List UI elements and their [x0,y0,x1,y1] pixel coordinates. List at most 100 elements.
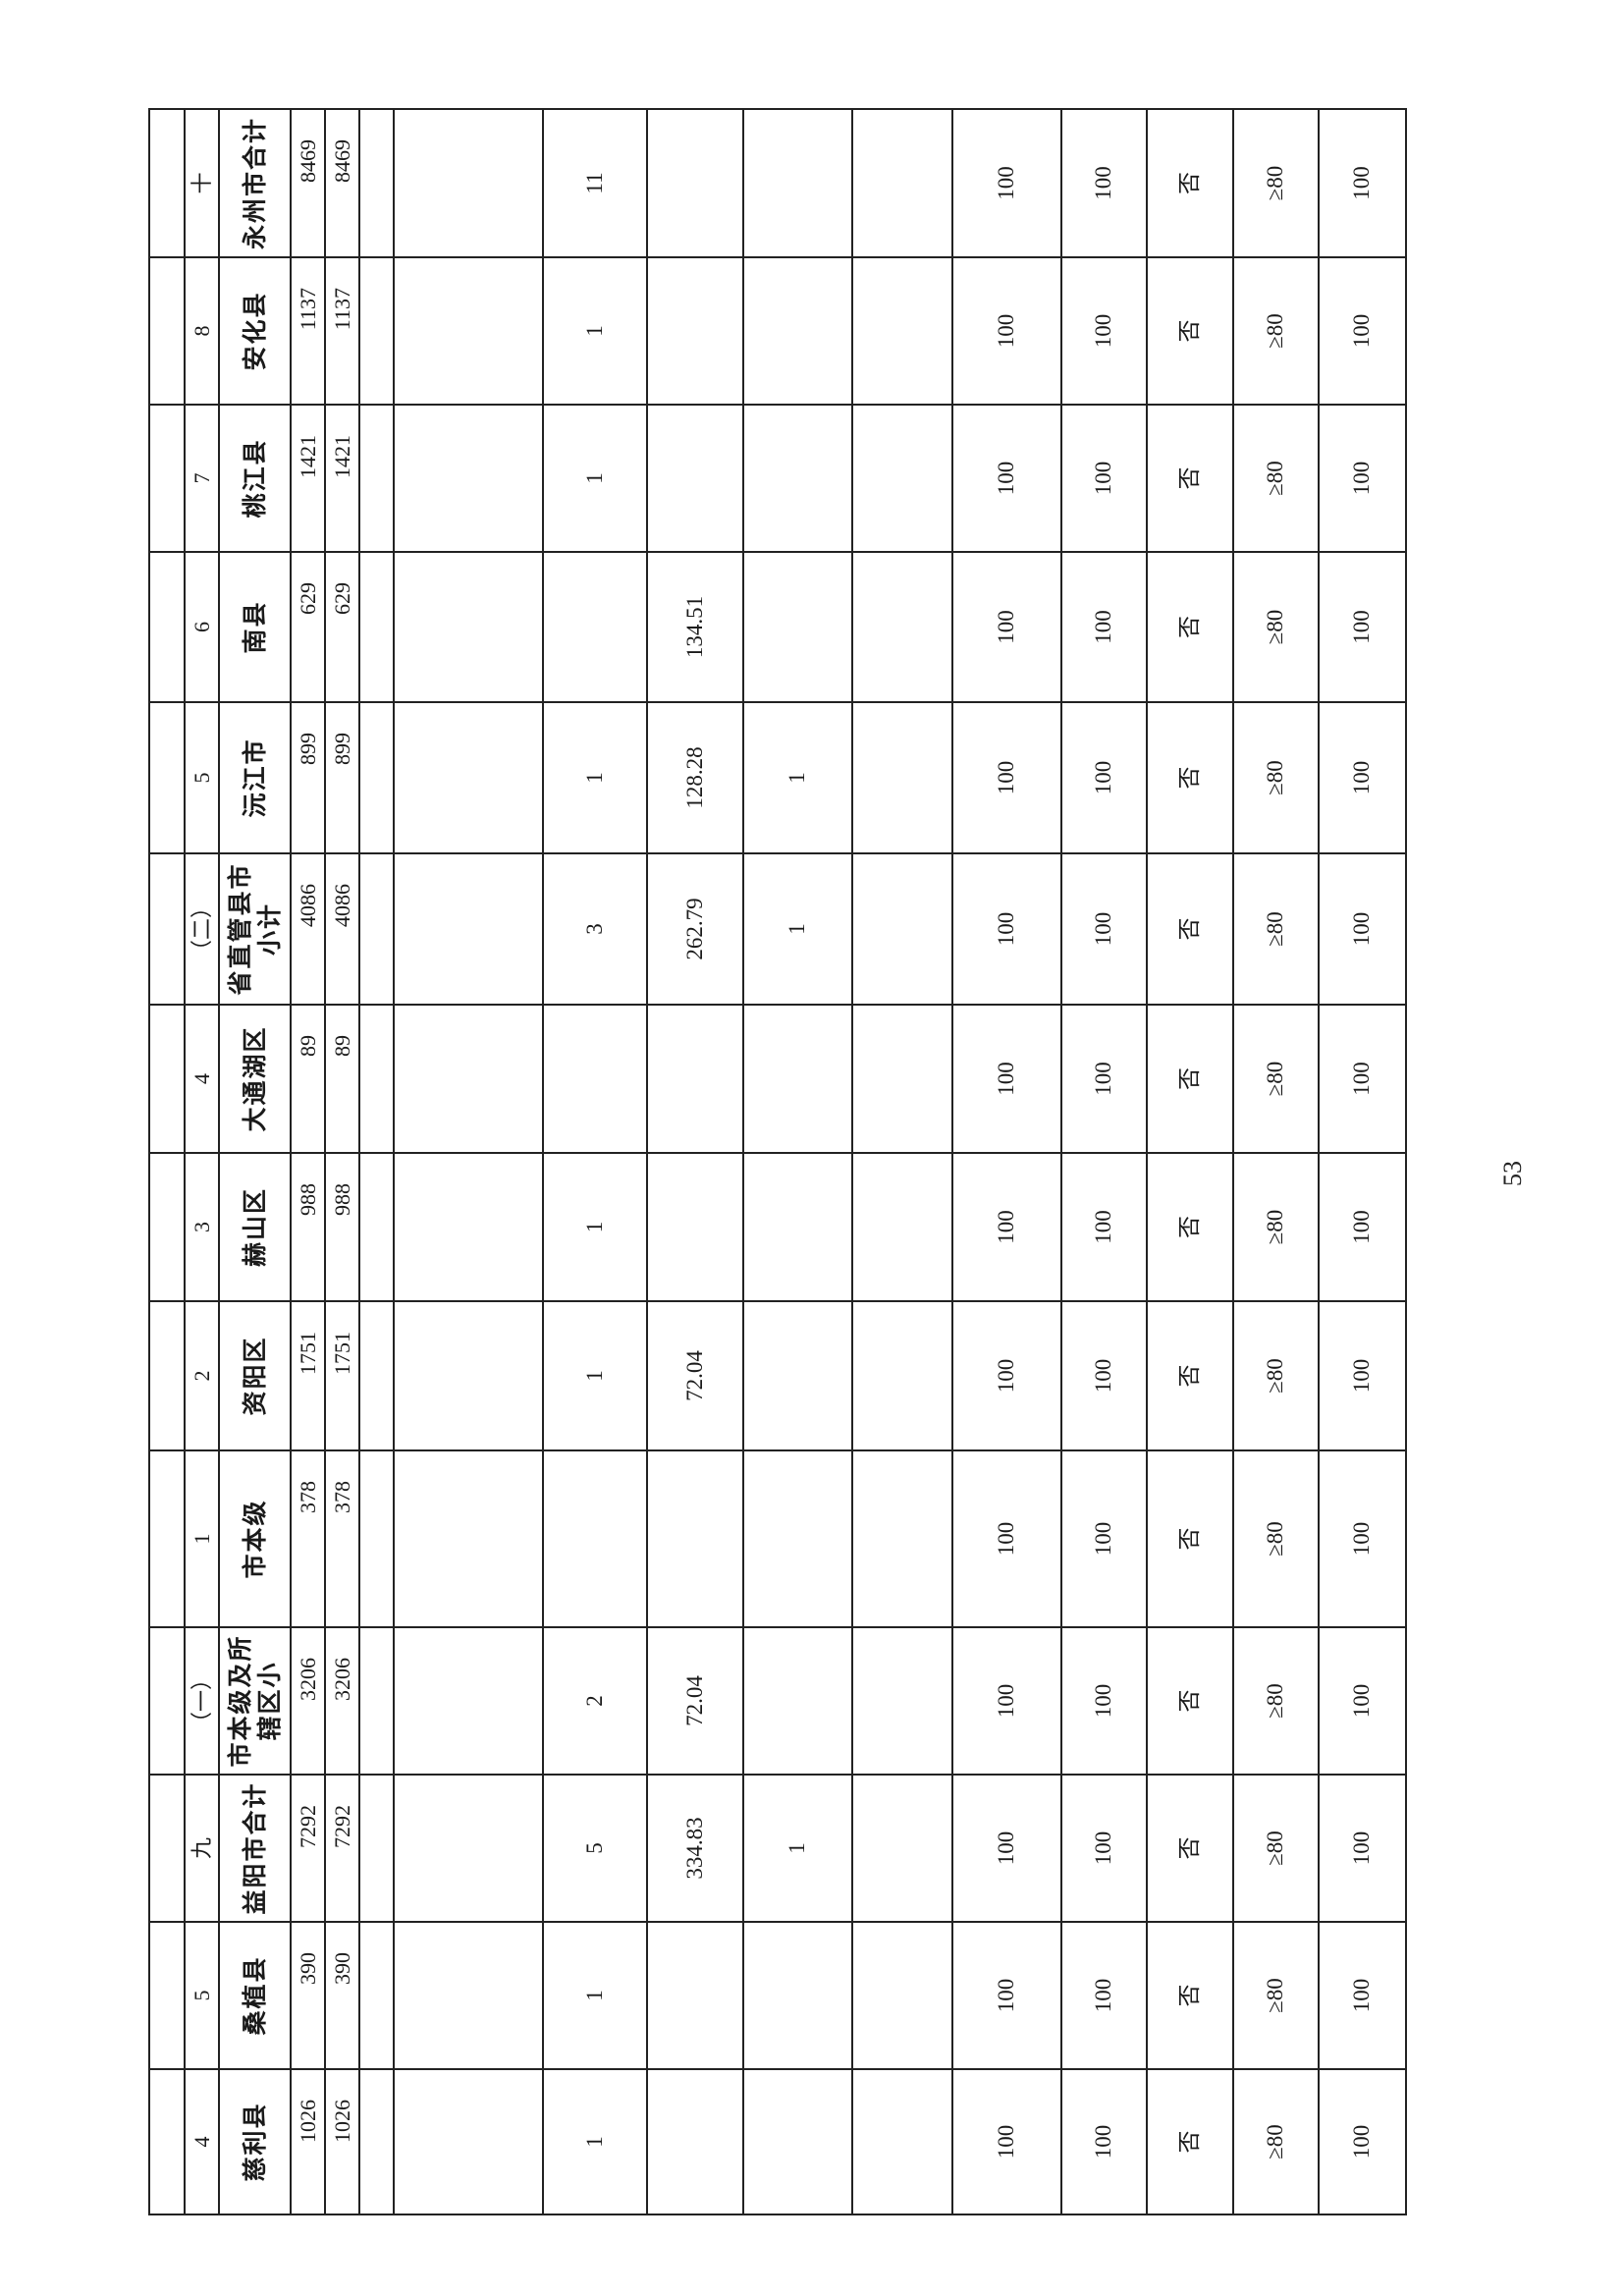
blank-row-2 [394,109,543,2214]
cell-value-a: 4086 [291,853,325,1005]
cell-value-b: 1421 [325,405,359,552]
cell-yes-no: 否 [1147,1005,1233,1153]
cell-pct-a: 100 [952,853,1061,1005]
cell-pct-a: 100 [952,1301,1061,1450]
cell-flag-count: 1 [743,853,852,1005]
cell-value-a: 988 [291,1153,325,1301]
cell-value-b: 390 [325,1922,359,2069]
cell-amount [647,257,743,405]
cell-amount [647,1005,743,1153]
cell-amount: 262.79 [647,853,743,1005]
cell-pct-a: 100 [952,1922,1061,2069]
cell-flag-count [743,1450,852,1627]
cell-count [543,552,647,702]
cell-amount [647,2069,743,2214]
pct-row-c: 100 100 100 100 100 100 100 100 100 100 100 100 100 1… [1319,109,1406,2214]
cell-count: 1 [543,257,647,405]
empty-cell [394,257,543,405]
empty-cell [359,257,394,405]
cell-pct-a: 100 [952,109,1061,257]
cell-flag-count: 1 [743,702,852,853]
cell-yes-no: 否 [1147,2069,1233,2214]
cell-pct-b: 100 [1061,1005,1147,1153]
cell-yes-no: 否 [1147,1627,1233,1775]
cell-pct-a: 100 [952,1005,1061,1153]
cell-flag-count [743,2069,852,2214]
index-row: 4 5 九（一） 1 2 3 4 （二） 5 6 7 8 十 [185,109,219,2214]
cell-pct-b: 100 [1061,552,1147,702]
empty-cell [852,1005,952,1153]
cell-pct-b: 100 [1061,1450,1147,1627]
cell-index: 8 [185,257,219,405]
amount-row: 334.83 72.04 72.04 262.79 128.28 134.51 [647,109,743,2214]
blank-row-3 [852,109,952,2214]
cell-index: 5 [185,702,219,853]
cell-amount [647,1450,743,1627]
cell-count: 1 [543,1922,647,2069]
empty-cell [852,1450,952,1627]
cell-threshold: ≥80 [1233,2069,1319,2214]
cell-amount [647,109,743,257]
cell-amount [647,1922,743,2069]
cell-count: 2 [543,1627,647,1775]
cell-value-b: 7292 [325,1775,359,1922]
empty-cell [359,1775,394,1922]
empty-cell [852,405,952,552]
cell-count [543,1005,647,1153]
cell-value-a: 89 [291,1005,325,1153]
pct-row-b: 100 100 100 100 100 100 100 100 100 100 100 100 100 1… [1061,109,1147,2214]
rotated-table-region: 4 5 九（一） 1 2 3 4 （二） 5 6 7 8 十慈利县 桑植县 益阳市合计 市本级及所辖区小 市本级… [148,109,1406,2215]
empty-cell [149,1627,185,1775]
cell-threshold: ≥80 [1233,1153,1319,1301]
empty-cell [394,1450,543,1627]
cell-name: 益阳市合计 [219,1775,291,1922]
empty-cell [852,257,952,405]
cell-value-b: 89 [325,1005,359,1153]
empty-cell [149,2069,185,2214]
cell-threshold: ≥80 [1233,1301,1319,1450]
empty-cell [394,109,543,257]
cell-pct-a: 100 [952,552,1061,702]
cell-pct-c: 100 [1319,1775,1406,1922]
cell-value-b: 1137 [325,257,359,405]
empty-cell [149,1153,185,1301]
cell-index: 4 [185,1005,219,1153]
cell-pct-b: 100 [1061,1301,1147,1450]
cell-flag-count [743,109,852,257]
cell-pct-c: 100 [1319,1450,1406,1627]
cell-index: （一） [185,1627,219,1775]
empty-cell [149,1005,185,1153]
cell-value-b: 988 [325,1153,359,1301]
cell-pct-b: 100 [1061,405,1147,552]
empty-cell [359,702,394,853]
cell-flag-count [743,1301,852,1450]
empty-cell [852,1775,952,1922]
empty-cell [359,109,394,257]
empty-cell [149,1922,185,2069]
cell-pct-b: 100 [1061,1922,1147,2069]
empty-cell [394,1922,543,2069]
cell-value-b: 8469 [325,109,359,257]
cell-flag-count: 1 [743,1775,852,1922]
cell-yes-no: 否 [1147,109,1233,257]
cell-value-a: 7292 [291,1775,325,1922]
cell-index: 7 [185,405,219,552]
cell-value-b: 629 [325,552,359,702]
empty-cell [394,702,543,853]
cell-pct-c: 100 [1319,109,1406,257]
cell-value-a: 629 [291,552,325,702]
cell-yes-no: 否 [1147,853,1233,1005]
empty-cell [394,2069,543,2214]
cell-pct-b: 100 [1061,1153,1147,1301]
cell-yes-no: 否 [1147,1153,1233,1301]
empty-cell [359,552,394,702]
empty-cell [394,1775,543,1922]
cell-threshold: ≥80 [1233,702,1319,853]
cell-pct-c: 100 [1319,702,1406,853]
empty-cell [149,853,185,1005]
empty-cell [852,552,952,702]
cell-value-a: 3206 [291,1627,325,1775]
empty-cell [359,2069,394,2214]
cell-yes-no: 否 [1147,552,1233,702]
empty-cell [852,1922,952,2069]
